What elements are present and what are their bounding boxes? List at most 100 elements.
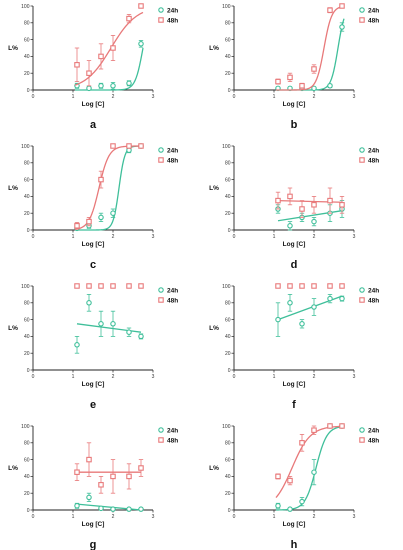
data-point-48h bbox=[86, 70, 92, 76]
data-point-24h bbox=[287, 506, 293, 512]
data-point-48h bbox=[98, 176, 104, 183]
data-point-48h bbox=[86, 456, 92, 463]
data-point-48h bbox=[339, 202, 345, 208]
data-point-24h bbox=[339, 24, 345, 30]
fit-curve-24h bbox=[75, 145, 144, 231]
legend-marker-48h bbox=[158, 157, 164, 163]
data-point-24h bbox=[287, 300, 293, 306]
legend-label-24h: 24h bbox=[368, 147, 379, 154]
series-24h: 24h bbox=[74, 427, 178, 512]
legend-label-48h: 48h bbox=[167, 17, 178, 24]
data-point-48h bbox=[74, 283, 80, 289]
data-point-48h bbox=[327, 197, 333, 204]
data-point-24h bbox=[98, 214, 104, 221]
y-tick-label: 80 bbox=[24, 441, 30, 447]
data-point-48h bbox=[299, 440, 305, 446]
data-point-48h bbox=[287, 283, 293, 289]
data-point-48h bbox=[311, 283, 317, 289]
panel-label: h bbox=[291, 539, 298, 550]
x-axis-label: Log [C] bbox=[283, 241, 306, 248]
chart-panel-f: 0 20 40 60 80 100 0 1 2 3 L% Log [C] f 24h 48h bbox=[209, 283, 379, 411]
y-tick-label: 80 bbox=[225, 161, 231, 167]
y-tick-label: 20 bbox=[24, 71, 30, 77]
data-point-48h bbox=[138, 465, 144, 471]
fit-curve-48h bbox=[275, 425, 345, 498]
legend-label-48h: 48h bbox=[368, 297, 379, 304]
panel-label: a bbox=[90, 119, 97, 131]
fit-curve-48h bbox=[74, 11, 144, 86]
data-point-48h bbox=[299, 206, 305, 212]
x-tick-label: 2 bbox=[313, 514, 316, 520]
data-point-24h bbox=[275, 316, 281, 323]
data-point-24h bbox=[126, 506, 132, 512]
data-point-48h bbox=[339, 3, 345, 9]
y-tick-label: 0 bbox=[228, 228, 231, 234]
x-tick-label: 0 bbox=[233, 374, 236, 380]
x-tick-label: 2 bbox=[313, 374, 316, 380]
data-point-24h bbox=[287, 223, 293, 229]
y-tick-label: 60 bbox=[225, 177, 231, 183]
legend-marker-48h bbox=[359, 157, 365, 163]
data-point-24h bbox=[98, 505, 104, 512]
data-point-48h bbox=[299, 283, 305, 289]
y-tick-label: 20 bbox=[24, 211, 30, 217]
x-tick-label: 3 bbox=[353, 374, 356, 380]
x-tick-label: 1 bbox=[72, 374, 75, 380]
data-point-24h bbox=[311, 304, 317, 310]
y-tick-label: 80 bbox=[225, 301, 231, 307]
legend-label-48h: 48h bbox=[368, 17, 379, 24]
data-point-48h bbox=[287, 477, 293, 484]
series-24h: 24h bbox=[275, 287, 379, 337]
y-tick-label: 100 bbox=[222, 424, 231, 430]
data-point-48h bbox=[138, 3, 144, 9]
x-tick-label: 3 bbox=[353, 94, 356, 100]
data-point-24h bbox=[86, 300, 92, 306]
series-48h: 48h bbox=[275, 283, 379, 304]
y-tick-label: 20 bbox=[225, 491, 231, 497]
legend-label-48h: 48h bbox=[167, 297, 178, 304]
data-point-24h bbox=[299, 321, 305, 327]
data-point-48h bbox=[110, 45, 116, 51]
y-tick-label: 80 bbox=[24, 301, 30, 307]
legend-marker-48h bbox=[158, 297, 164, 303]
x-axis-label: Log [C] bbox=[82, 381, 105, 388]
legend-marker-48h bbox=[359, 297, 365, 303]
data-point-24h bbox=[138, 333, 144, 340]
data-point-24h bbox=[126, 329, 132, 335]
y-tick-label: 40 bbox=[24, 194, 30, 200]
x-tick-label: 2 bbox=[112, 514, 115, 520]
x-tick-label: 1 bbox=[273, 94, 276, 100]
data-point-24h bbox=[74, 342, 80, 348]
y-tick-label: 100 bbox=[222, 284, 231, 290]
y-tick-label: 100 bbox=[21, 144, 30, 150]
series-48h: 48h bbox=[74, 437, 178, 494]
legend-marker-24h bbox=[158, 427, 164, 433]
data-point-24h bbox=[86, 85, 92, 92]
y-tick-label: 60 bbox=[225, 37, 231, 43]
y-axis-label: L% bbox=[8, 325, 18, 332]
y-tick-label: 20 bbox=[24, 351, 30, 357]
series-48h: 48h bbox=[74, 3, 178, 87]
x-tick-label: 2 bbox=[112, 94, 115, 100]
panel-label: d bbox=[291, 259, 298, 271]
data-point-48h bbox=[311, 66, 317, 72]
series-24h: 24h bbox=[275, 147, 379, 231]
data-point-48h bbox=[98, 283, 104, 289]
y-axis-label: L% bbox=[209, 325, 219, 332]
x-tick-label: 1 bbox=[72, 514, 75, 520]
legend-label-24h: 24h bbox=[368, 287, 379, 294]
x-tick-label: 3 bbox=[353, 234, 356, 240]
legend-marker-24h bbox=[158, 7, 164, 13]
x-tick-label: 0 bbox=[32, 94, 35, 100]
y-tick-label: 20 bbox=[225, 71, 231, 77]
y-tick-label: 100 bbox=[222, 144, 231, 150]
x-axis-label: Log [C] bbox=[82, 521, 105, 528]
data-point-48h bbox=[327, 283, 333, 289]
chart-panel-d: 0 20 40 60 80 100 0 1 2 3 L% Log [C] d 24h 48h bbox=[209, 144, 379, 271]
data-point-48h bbox=[275, 78, 281, 85]
data-point-48h bbox=[74, 223, 80, 229]
x-tick-label: 1 bbox=[273, 374, 276, 380]
panel-label: e bbox=[90, 399, 96, 411]
y-tick-label: 60 bbox=[24, 37, 30, 43]
